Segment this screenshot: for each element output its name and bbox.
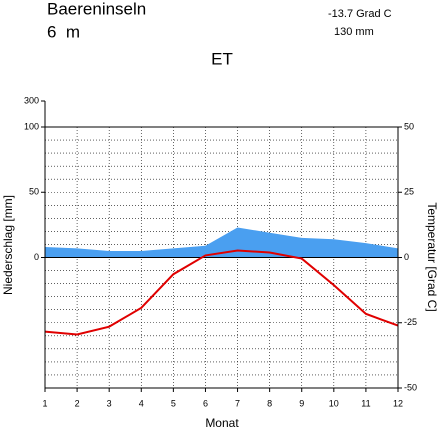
- y2-tick-label: -25: [404, 317, 417, 327]
- y-tick-label: 0: [34, 252, 39, 262]
- x-tick-label: 5: [171, 398, 176, 408]
- precipitation-area: [45, 227, 398, 258]
- x-tick-label: 3: [107, 398, 112, 408]
- x-tick-label: 4: [139, 398, 144, 408]
- chart-title: Baereninseln: [47, 0, 146, 18]
- x-axis-label: Monat: [205, 416, 239, 430]
- y-tick-label: 300: [24, 95, 39, 105]
- y-axis-label: Niederschlag [mm]: [1, 195, 15, 295]
- climate-class: ET: [211, 49, 233, 68]
- y2-tick-label: 25: [404, 187, 414, 197]
- x-tick-label: 9: [299, 398, 304, 408]
- mean-temperature: -13.7 Grad C: [328, 8, 392, 20]
- y2-tick-label: 50: [404, 121, 414, 131]
- x-tick-label: 11: [361, 398, 370, 408]
- x-tick-label: 12: [393, 398, 403, 408]
- x-tick-label: 8: [267, 398, 272, 408]
- x-tick-label: 6: [203, 398, 208, 408]
- x-tick-label: 10: [329, 398, 339, 408]
- y-tick-label: 100: [24, 121, 39, 131]
- y2-axis-label: Temperatur [Grad C]: [425, 202, 439, 311]
- temperature-line: [44, 249, 399, 336]
- x-tick-label: 2: [75, 398, 80, 408]
- y2-tick-label: 0: [404, 252, 409, 262]
- total-precipitation: 130 mm: [334, 26, 374, 38]
- x-tick-label: 7: [235, 398, 240, 408]
- y2-tick-label: -50: [404, 382, 417, 392]
- chart-subtitle: 6 m: [47, 22, 80, 41]
- y-tick-label: 50: [29, 187, 39, 197]
- x-tick-label: 1: [42, 398, 47, 408]
